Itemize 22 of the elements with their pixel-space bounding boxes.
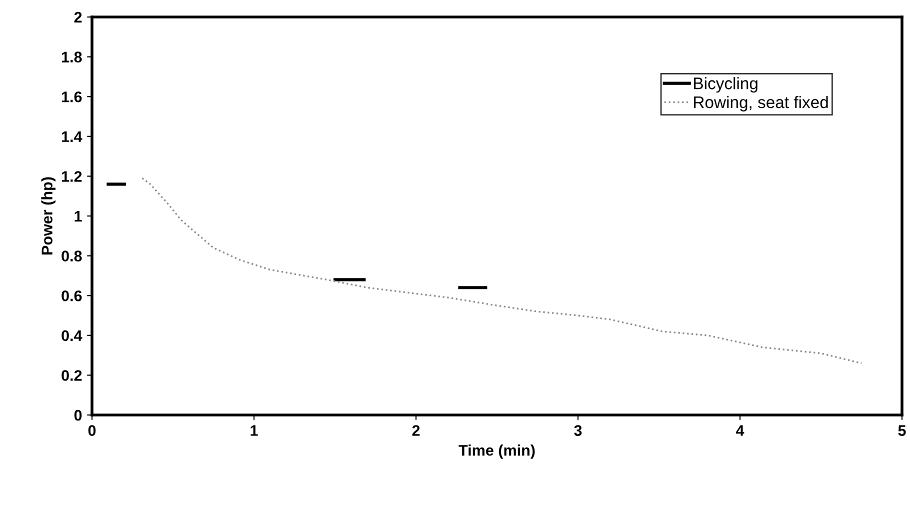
y-tick-label: 0.2	[62, 370, 82, 381]
y-tick-label: 1.4	[62, 131, 82, 142]
y-tick-label: 0	[74, 410, 82, 421]
x-tick-label: 5	[898, 425, 906, 436]
x-tick-label: 0	[88, 425, 96, 436]
x-tick-label: 4	[736, 425, 744, 436]
y-tick-label: 2	[74, 12, 82, 23]
y-tick-label: 0.4	[62, 330, 82, 342]
y-tick-label: 1	[74, 211, 82, 222]
x-tick-label: 3	[574, 425, 582, 436]
x-tick-label: 2	[412, 425, 420, 436]
y-axis-title: Power (hp)	[41, 177, 56, 254]
x-axis-title: Time (min)	[458, 444, 535, 459]
x-tick-label: 1	[250, 425, 258, 436]
legend-label: Rowing, seat fixed	[694, 96, 828, 112]
y-tick-label: 1.6	[62, 91, 82, 102]
y-tick-label: 0.8	[62, 250, 82, 262]
y-tick-label: 0.6	[62, 290, 82, 302]
y-tick-label: 1.8	[62, 52, 82, 62]
y-tick-label: 1.2	[62, 171, 82, 182]
line-series	[141, 177, 862, 364]
legend-label: Bicycling	[694, 77, 758, 93]
